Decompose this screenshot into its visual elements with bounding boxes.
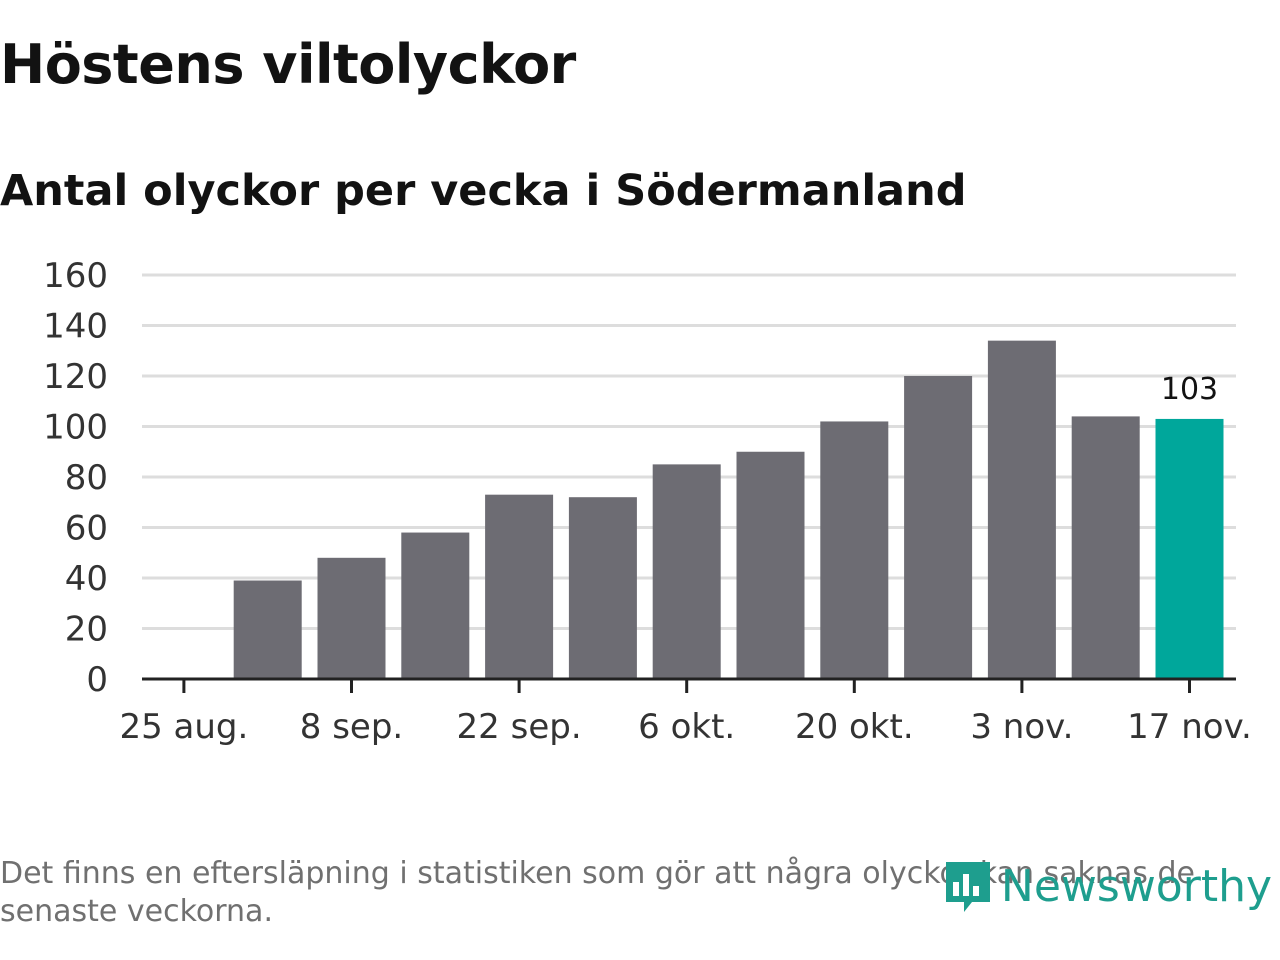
y-tick-label: 120 [43, 357, 108, 397]
y-tick-label: 80 [65, 458, 108, 498]
x-tick-label: 8 sep. [300, 707, 403, 747]
bar [652, 464, 721, 679]
x-tick-label: 17 nov. [1127, 707, 1252, 747]
bar [233, 580, 302, 679]
y-tick-label: 0 [86, 660, 108, 700]
x-tick-label: 22 sep. [457, 707, 582, 747]
logo-text: Newsworthy [1000, 860, 1272, 912]
bars [233, 340, 1224, 679]
bar [904, 376, 973, 679]
y-tick-label: 100 [43, 408, 108, 448]
x-tick-label: 20 okt. [795, 707, 914, 747]
y-tick-label: 60 [65, 509, 108, 549]
y-axis-ticks: 0 20 40 60 80 100 120 140 160 [43, 256, 108, 700]
newsworthy-logo-icon [945, 862, 990, 912]
y-tick-label: 140 [43, 307, 108, 347]
x-axis-ticks: 25 aug. 8 sep. 22 sep. 6 okt. 20 okt. 3 nov. 1… [119, 679, 1252, 747]
y-tick-label: 40 [65, 559, 108, 599]
x-tick-label: 3 nov. [970, 707, 1073, 747]
highlighted-bar [1155, 418, 1224, 679]
bar [987, 340, 1056, 679]
bar-chart: 0 20 40 60 80 100 120 140 160 25 aug. 8 sep. 22 se… [43, 256, 1252, 747]
y-tick-label: 160 [43, 256, 108, 296]
bar [401, 532, 470, 679]
chart-subtitle: Antal olyckor per vecka i Södermanland [0, 166, 967, 216]
bar [736, 451, 805, 679]
footnote: Det finns en eftersläpning i statistiken… [0, 856, 1195, 929]
bar [820, 421, 889, 679]
x-tick-label: 6 okt. [638, 707, 735, 747]
data-label: 103 [1161, 372, 1218, 407]
x-tick-label: 25 aug. [119, 707, 248, 747]
bar [317, 557, 386, 679]
y-tick-label: 20 [65, 610, 108, 650]
bar [485, 494, 554, 679]
bar [1071, 416, 1140, 679]
chart-title: Höstens viltolyckor [0, 33, 576, 96]
newsworthy-logo: Newsworthy [943, 858, 1272, 914]
bar [568, 497, 637, 679]
data-labels: 103 [1161, 372, 1218, 407]
